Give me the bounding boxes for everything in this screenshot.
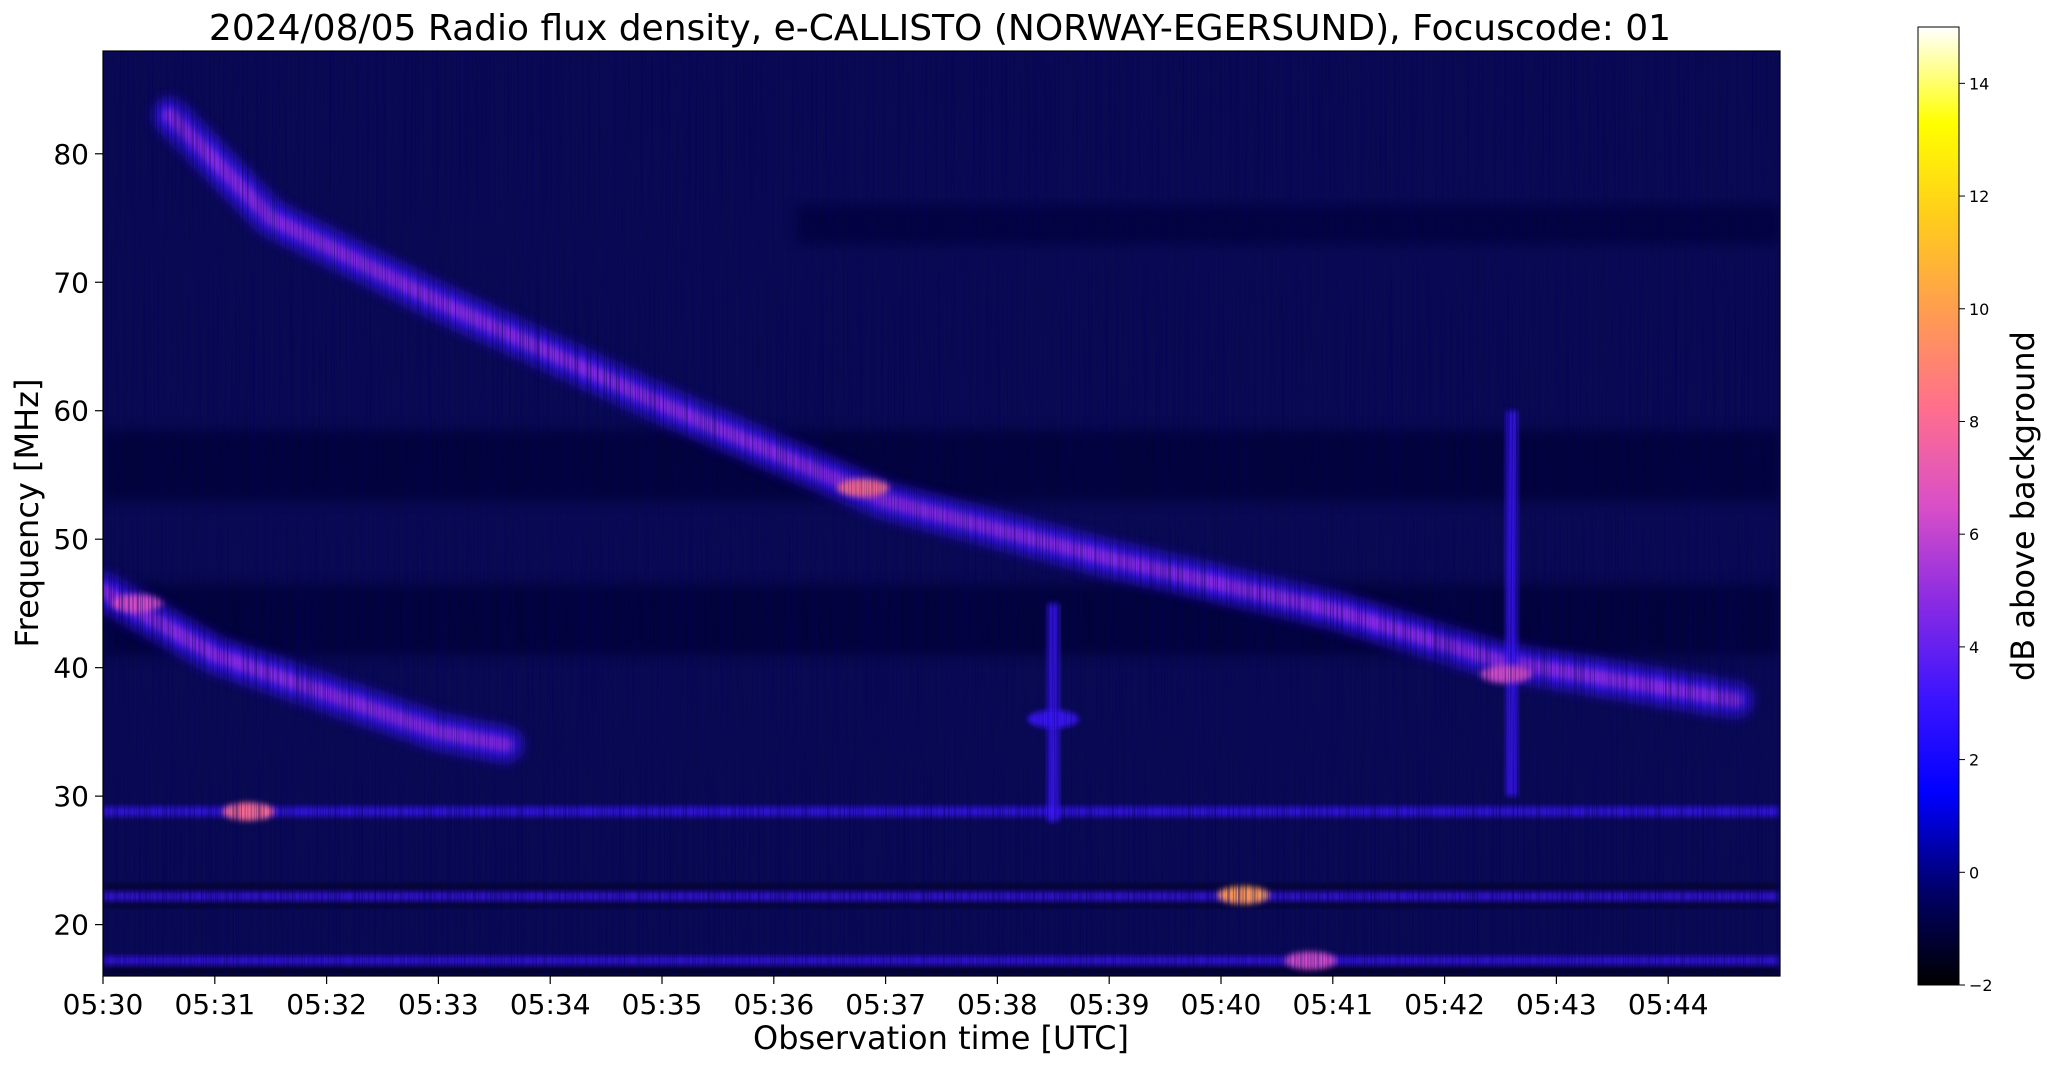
colorbar-tick-label: 2 bbox=[1969, 751, 1979, 770]
colorbar-tick-label: 8 bbox=[1969, 412, 1979, 431]
y-axis-label: Frequency [MHz] bbox=[8, 379, 46, 648]
y-tick-label: 50 bbox=[53, 523, 89, 556]
x-tick-label: 05:38 bbox=[957, 988, 1038, 1021]
colorbar: −2 0 2 4 6 8 10 12 14 dB above background bbox=[1917, 26, 2042, 995]
plot-frame bbox=[102, 50, 1781, 977]
x-tick-label: 05:35 bbox=[622, 988, 703, 1021]
x-tick-label: 05:44 bbox=[1628, 988, 1709, 1021]
heatmap-layer bbox=[103, 51, 1780, 976]
x-tick-label: 05:39 bbox=[1069, 988, 1150, 1021]
x-tick-label: 05:43 bbox=[1516, 988, 1597, 1021]
x-tick-label: 05:41 bbox=[1292, 988, 1373, 1021]
colorbar-tick-label: −2 bbox=[1969, 976, 1993, 995]
colorbar-tick-label: 6 bbox=[1969, 525, 1979, 544]
colorbar-tick-label: 0 bbox=[1969, 863, 1979, 882]
colorbar-tick-label: 14 bbox=[1969, 74, 1989, 93]
x-tick-label: 05:40 bbox=[1181, 988, 1262, 1021]
y-tick-label: 60 bbox=[53, 395, 89, 428]
x-tick-label: 05:42 bbox=[1404, 988, 1485, 1021]
y-tick-label: 40 bbox=[53, 652, 89, 685]
x-tick-label: 05:37 bbox=[845, 988, 926, 1021]
x-tick-label: 05:33 bbox=[398, 988, 479, 1021]
x-tick-label: 05:31 bbox=[174, 988, 255, 1021]
colorbar-gradient bbox=[1917, 26, 1960, 986]
x-tick-label: 05:34 bbox=[510, 988, 591, 1021]
x-tick-label: 05:32 bbox=[286, 988, 367, 1021]
plot-area bbox=[102, 50, 1781, 977]
x-tick-label: 05:36 bbox=[733, 988, 814, 1021]
y-tick-label: 80 bbox=[53, 138, 89, 171]
colorbar-tick-label: 12 bbox=[1969, 187, 1989, 206]
colorbar-axis: −2 0 2 4 6 8 10 12 14 bbox=[1959, 74, 1993, 995]
x-axis: 05:30 05:31 05:32 05:33 05:34 05:35 05:36 05:37… bbox=[63, 976, 1709, 1021]
noise-texture bbox=[103, 51, 1780, 976]
x-tick-label: 05:30 bbox=[63, 988, 144, 1021]
y-tick-label: 20 bbox=[53, 909, 89, 942]
colorbar-label: dB above background bbox=[2004, 331, 2042, 681]
chart-title: 2024/08/05 Radio flux density, e-CALLIST… bbox=[209, 8, 1671, 49]
colorbar-tick-label: 10 bbox=[1969, 300, 1989, 319]
y-tick-label: 30 bbox=[53, 780, 89, 813]
x-axis-label: Observation time [UTC] bbox=[753, 1019, 1129, 1057]
y-tick-label: 70 bbox=[53, 266, 89, 299]
colorbar-tick-label: 4 bbox=[1969, 638, 1979, 657]
y-axis: 20 30 40 50 60 70 80 bbox=[53, 138, 103, 942]
